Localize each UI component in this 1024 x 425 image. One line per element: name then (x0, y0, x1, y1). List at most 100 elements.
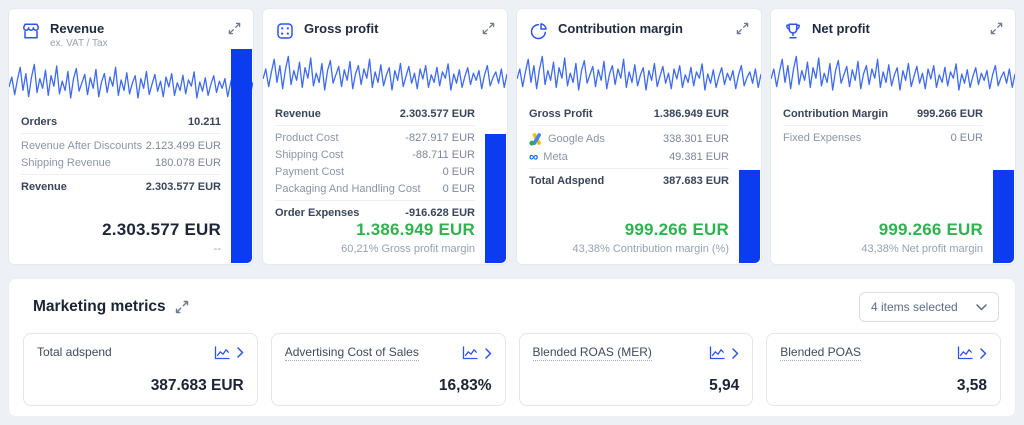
ratio-bar-track (993, 49, 1014, 263)
card-title: Contribution margin (558, 21, 683, 36)
expand-icon[interactable] (175, 300, 189, 314)
storefront-icon (21, 21, 41, 41)
table-row: Contribution Margin 999.266 EUR (783, 105, 983, 122)
line-chart-icon[interactable] (957, 346, 973, 360)
table-row: Orders 10.211 (21, 113, 221, 130)
table-row: Shipping Revenue 180.078 EUR (21, 154, 221, 171)
row-divider (21, 133, 221, 135)
ratio-bar-track (231, 49, 252, 263)
row-label: Revenue (275, 107, 321, 120)
ratio-bar (485, 134, 506, 263)
row-value: 10.211 (187, 115, 221, 128)
expand-icon[interactable] (734, 20, 751, 37)
row-label: Packaging And Handling Cost (275, 182, 421, 195)
marketing-card-grid: Total adspend 387.683 EUR Advertising Co… (23, 333, 1001, 406)
table-row: Shipping Cost -88.711 EUR (275, 146, 475, 163)
kpi-card-revenue: Revenue ex. VAT / Tax Orders 10.211 Revenu… (8, 8, 254, 265)
line-chart-icon[interactable] (709, 346, 725, 360)
row-value: -916.628 EUR (405, 206, 475, 219)
metric-card-total-adspend[interactable]: Total adspend 387.683 EUR (23, 333, 258, 406)
row-label: Total Adspend (529, 174, 605, 187)
trophy-icon (783, 21, 803, 41)
pie-chart-icon (529, 21, 549, 41)
row-value: -827.917 EUR (405, 131, 475, 144)
line-chart-icon[interactable] (462, 346, 478, 360)
calculator-icon (275, 21, 295, 41)
table-row: Revenue After Discounts 2.123.499 EUR (21, 137, 221, 154)
row-divider (21, 174, 221, 176)
table-row: Fixed Expenses 0 EUR (783, 129, 983, 146)
metric-rows: Orders 10.211 Revenue After Discounts 2.123… (21, 113, 221, 195)
chevron-right-icon[interactable] (484, 347, 492, 359)
ratio-bar (231, 49, 252, 263)
row-divider (275, 125, 475, 126)
row-value: 2.303.577 EUR (399, 107, 475, 120)
row-value: 2.123.499 EUR (145, 139, 221, 152)
card-total-subtext: 60,21% Gross profit margin (341, 243, 475, 255)
line-chart-icon[interactable] (214, 345, 230, 360)
card-title: Gross profit (304, 21, 379, 36)
chevron-down-icon (976, 303, 987, 311)
meta-icon: ∞ (529, 148, 539, 164)
ratio-bar (993, 170, 1014, 263)
metric-rows: Revenue 2.303.577 EUR Product Cost -827.917… (275, 105, 475, 221)
table-row: Packaging And Handling Cost 0 EUR (275, 180, 475, 197)
table-row: Payment Cost 0 EUR (275, 163, 475, 180)
marketing-metrics-panel: Marketing metrics 4 items selected Total… (8, 278, 1016, 417)
metric-rows: Gross Profit 1.386.949 EUR Google Ads 338.… (529, 105, 729, 189)
google-ads-icon (529, 132, 543, 146)
table-row: Product Cost -827.917 EUR (275, 129, 475, 146)
kpi-card-gross-profit: Gross profit Revenue 2.303.577 EUR Product… (262, 8, 508, 265)
table-row: Google Ads 338.301 EUR (529, 129, 729, 148)
card-total-block: 999.266 EUR 43,38% Net profit margin (861, 220, 983, 255)
row-value: 0 EUR (442, 165, 475, 178)
card-header: Contribution margin (517, 9, 761, 41)
row-label: Product Cost (275, 131, 339, 144)
card-subtitle: ex. VAT / Tax (50, 38, 108, 50)
metric-card-blended-roas-mer[interactable]: Blended ROAS (MER) 5,94 (518, 333, 754, 406)
table-row: Total Adspend 387.683 EUR (529, 172, 729, 189)
row-value: 0 EUR (442, 182, 475, 195)
ratio-bar-track (739, 49, 760, 263)
dropdown-label: 4 items selected (871, 300, 958, 314)
expand-icon[interactable] (226, 20, 243, 37)
row-label: Order Expenses (275, 206, 360, 219)
row-label: Payment Cost (275, 165, 345, 178)
card-total: 999.266 EUR (878, 220, 983, 239)
sparkline-chart (263, 46, 507, 100)
card-total: 999.266 EUR (624, 220, 729, 239)
chevron-right-icon[interactable] (732, 347, 739, 359)
row-value: 387.683 EUR (662, 174, 729, 187)
section-title: Marketing metrics (33, 298, 166, 315)
metric-card-advertising-cost-of-sales[interactable]: Advertising Cost of Sales 16,83% (270, 333, 506, 406)
kpi-card-contribution-margin: Contribution margin Gross Profit 1.386.94… (516, 8, 762, 265)
card-title: Revenue (50, 21, 105, 36)
row-value: 338.301 EUR (662, 132, 729, 145)
items-selected-dropdown[interactable]: 4 items selected (859, 292, 999, 322)
card-header: Revenue ex. VAT / Tax (9, 9, 253, 49)
expand-icon[interactable] (988, 20, 1005, 37)
row-label: Revenue (21, 180, 67, 193)
metric-value: 5,94 (709, 377, 740, 394)
card-total-subtext: 43,38% Net profit margin (861, 243, 983, 255)
table-row: ∞ Meta 49.381 EUR (529, 148, 729, 165)
sparkline-chart (517, 46, 761, 100)
metric-card-blended-poas[interactable]: Blended POAS 3,58 (766, 333, 1001, 406)
row-label: Fixed Expenses (783, 131, 862, 144)
row-value: 1.386.949 EUR (653, 107, 729, 120)
metric-value: 387.683 EUR (150, 377, 244, 394)
panel-header: Marketing metrics 4 items selected (33, 292, 999, 322)
row-label: ∞ Meta (529, 148, 568, 164)
chevron-right-icon[interactable] (237, 347, 244, 358)
row-value: -88.711 EUR (412, 148, 475, 161)
card-total-subtext: 43,38% Contribution margin (%) (572, 243, 729, 255)
card-total-block: 1.386.949 EUR 60,21% Gross profit margin (341, 220, 475, 255)
row-label: Revenue After Discounts (21, 139, 143, 152)
metric-label: Blended ROAS (MER) (532, 345, 652, 361)
card-total: 1.386.949 EUR (356, 220, 475, 239)
row-value: 2.303.577 EUR (145, 180, 221, 193)
card-total: 2.303.577 EUR (102, 220, 221, 239)
chevron-right-icon[interactable] (980, 347, 987, 359)
expand-icon[interactable] (480, 20, 497, 37)
ratio-bar-track (485, 49, 506, 263)
